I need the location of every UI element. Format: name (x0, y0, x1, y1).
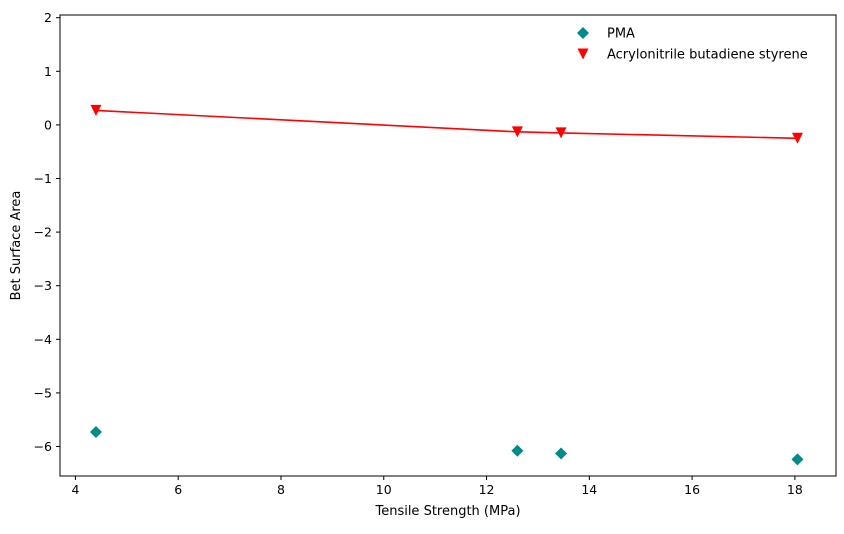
y-tick-label: −6 (34, 439, 52, 454)
pma-data-point (89, 426, 102, 439)
x-tick-label: 14 (581, 482, 597, 497)
x-axis: 4 6 8 10 12 14 16 18 (71, 476, 803, 497)
x-tick-label: 8 (277, 482, 285, 497)
legend: PMA Acrylonitrile butadiene styrene (577, 27, 808, 63)
pma-data-point (791, 453, 804, 466)
marks-layer (89, 104, 804, 466)
x-axis-label: Tensile Strength (MPa) (374, 504, 520, 519)
y-tick-label: −1 (34, 171, 52, 186)
y-tick-label: −4 (34, 332, 52, 347)
x-tick-label: 18 (787, 482, 803, 497)
x-tick-label: 4 (71, 482, 79, 497)
y-tick-label: 2 (44, 10, 52, 25)
abs-data-point (90, 104, 102, 116)
abs-data-point (555, 127, 567, 139)
y-tick-label: −3 (34, 278, 52, 293)
x-tick-label: 16 (684, 482, 700, 497)
legend-label-pma: PMA (607, 27, 635, 42)
y-tick-label: 1 (44, 64, 52, 79)
abs-data-point (791, 132, 803, 144)
legend-label-abs: Acrylonitrile butadiene styrene (607, 48, 808, 63)
x-tick-label: 12 (479, 482, 495, 497)
abs-series-line (95, 109, 798, 140)
y-tick-label: −5 (34, 385, 52, 400)
pma-data-point (555, 447, 568, 460)
abs-data-point (511, 126, 523, 138)
y-axis-label: Bet Surface Area (9, 191, 24, 301)
pma-data-point (511, 444, 524, 457)
legend-marker-pma (577, 27, 589, 39)
y-tick-label: −2 (34, 225, 52, 240)
y-axis: −6 −5 −4 −3 −2 −1 0 1 2 (34, 10, 60, 454)
y-tick-label: 0 (44, 117, 52, 132)
legend-marker-abs (577, 48, 589, 60)
x-tick-label: 10 (376, 482, 392, 497)
plot-frame (59, 14, 837, 477)
x-tick-label: 6 (174, 482, 182, 497)
